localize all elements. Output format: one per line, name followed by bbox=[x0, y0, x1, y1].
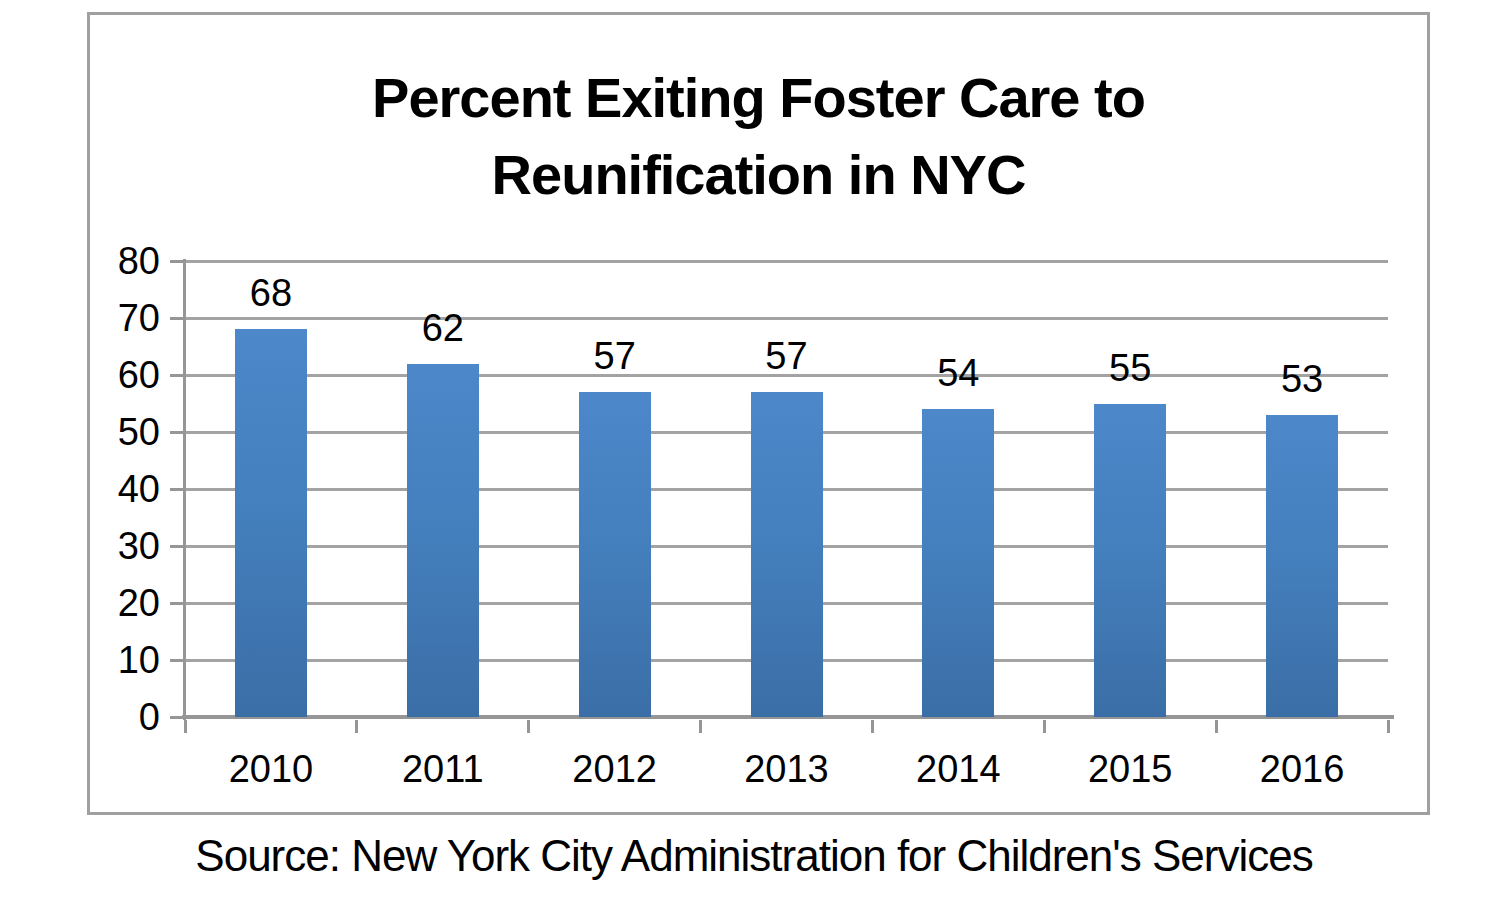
bar-2016 bbox=[1266, 415, 1338, 717]
x-axis-tick-3 bbox=[699, 720, 702, 733]
y-axis-label-40: 40 bbox=[75, 469, 160, 509]
x-axis-tick-1 bbox=[355, 720, 358, 733]
y-axis-tick-70 bbox=[170, 317, 184, 320]
x-axis-label-2015: 2015 bbox=[1050, 749, 1210, 789]
x-axis-tick-4 bbox=[871, 720, 874, 733]
y-axis-tick-60 bbox=[170, 374, 184, 377]
y-axis-tick-10 bbox=[170, 659, 184, 662]
x-axis-tick-5 bbox=[1043, 720, 1046, 733]
y-axis-label-20: 20 bbox=[75, 583, 160, 623]
bar-value-label-2015: 55 bbox=[1060, 348, 1200, 388]
bar-value-label-2016: 53 bbox=[1232, 359, 1372, 399]
x-axis-label-2016: 2016 bbox=[1222, 749, 1382, 789]
chart-title-line2: Reunification in NYC bbox=[90, 136, 1427, 213]
bar-2011 bbox=[407, 364, 479, 717]
source-note: Source: New York City Administration for… bbox=[0, 830, 1508, 882]
bar-value-label-2011: 62 bbox=[373, 308, 513, 348]
bar-value-label-2013: 57 bbox=[717, 336, 857, 376]
chart-image: Percent Exiting Foster Care to Reunifica… bbox=[0, 0, 1508, 904]
plot-area: 0102030405060708068201062201157201257201… bbox=[185, 261, 1388, 717]
y-axis-label-30: 30 bbox=[75, 526, 160, 566]
bar-2010 bbox=[235, 329, 307, 717]
gridline-80 bbox=[185, 260, 1388, 263]
x-axis-tick-6 bbox=[1215, 720, 1218, 733]
chart-frame: Percent Exiting Foster Care to Reunifica… bbox=[87, 12, 1430, 815]
y-axis-label-10: 10 bbox=[75, 640, 160, 680]
bar-2012 bbox=[579, 392, 651, 717]
bar-2014 bbox=[922, 409, 994, 717]
y-axis-label-70: 70 bbox=[75, 298, 160, 338]
bar-2015 bbox=[1094, 404, 1166, 718]
y-axis-label-80: 80 bbox=[75, 241, 160, 281]
x-axis-tick-0 bbox=[184, 720, 187, 733]
bar-value-label-2012: 57 bbox=[545, 336, 685, 376]
y-axis-tick-40 bbox=[170, 488, 184, 491]
x-axis-label-2013: 2013 bbox=[707, 749, 867, 789]
x-axis-label-2011: 2011 bbox=[363, 749, 523, 789]
chart-title-line1: Percent Exiting Foster Care to bbox=[90, 59, 1427, 136]
bar-2013 bbox=[751, 392, 823, 717]
chart-title: Percent Exiting Foster Care to Reunifica… bbox=[90, 59, 1427, 213]
y-axis-label-60: 60 bbox=[75, 355, 160, 395]
bar-value-label-2010: 68 bbox=[201, 273, 341, 313]
y-axis-tick-20 bbox=[170, 602, 184, 605]
x-axis-label-2012: 2012 bbox=[535, 749, 695, 789]
y-axis-tick-50 bbox=[170, 431, 184, 434]
x-axis-tick-2 bbox=[527, 720, 530, 733]
x-axis-tick-7 bbox=[1387, 720, 1390, 733]
y-axis-line bbox=[183, 259, 186, 720]
y-axis-label-0: 0 bbox=[75, 697, 160, 737]
gridline-70 bbox=[185, 317, 1388, 320]
y-axis-label-50: 50 bbox=[75, 412, 160, 452]
y-axis-tick-80 bbox=[170, 260, 184, 263]
x-axis-label-2010: 2010 bbox=[191, 749, 351, 789]
y-axis-tick-30 bbox=[170, 545, 184, 548]
x-axis-label-2014: 2014 bbox=[878, 749, 1038, 789]
bar-value-label-2014: 54 bbox=[888, 353, 1028, 393]
